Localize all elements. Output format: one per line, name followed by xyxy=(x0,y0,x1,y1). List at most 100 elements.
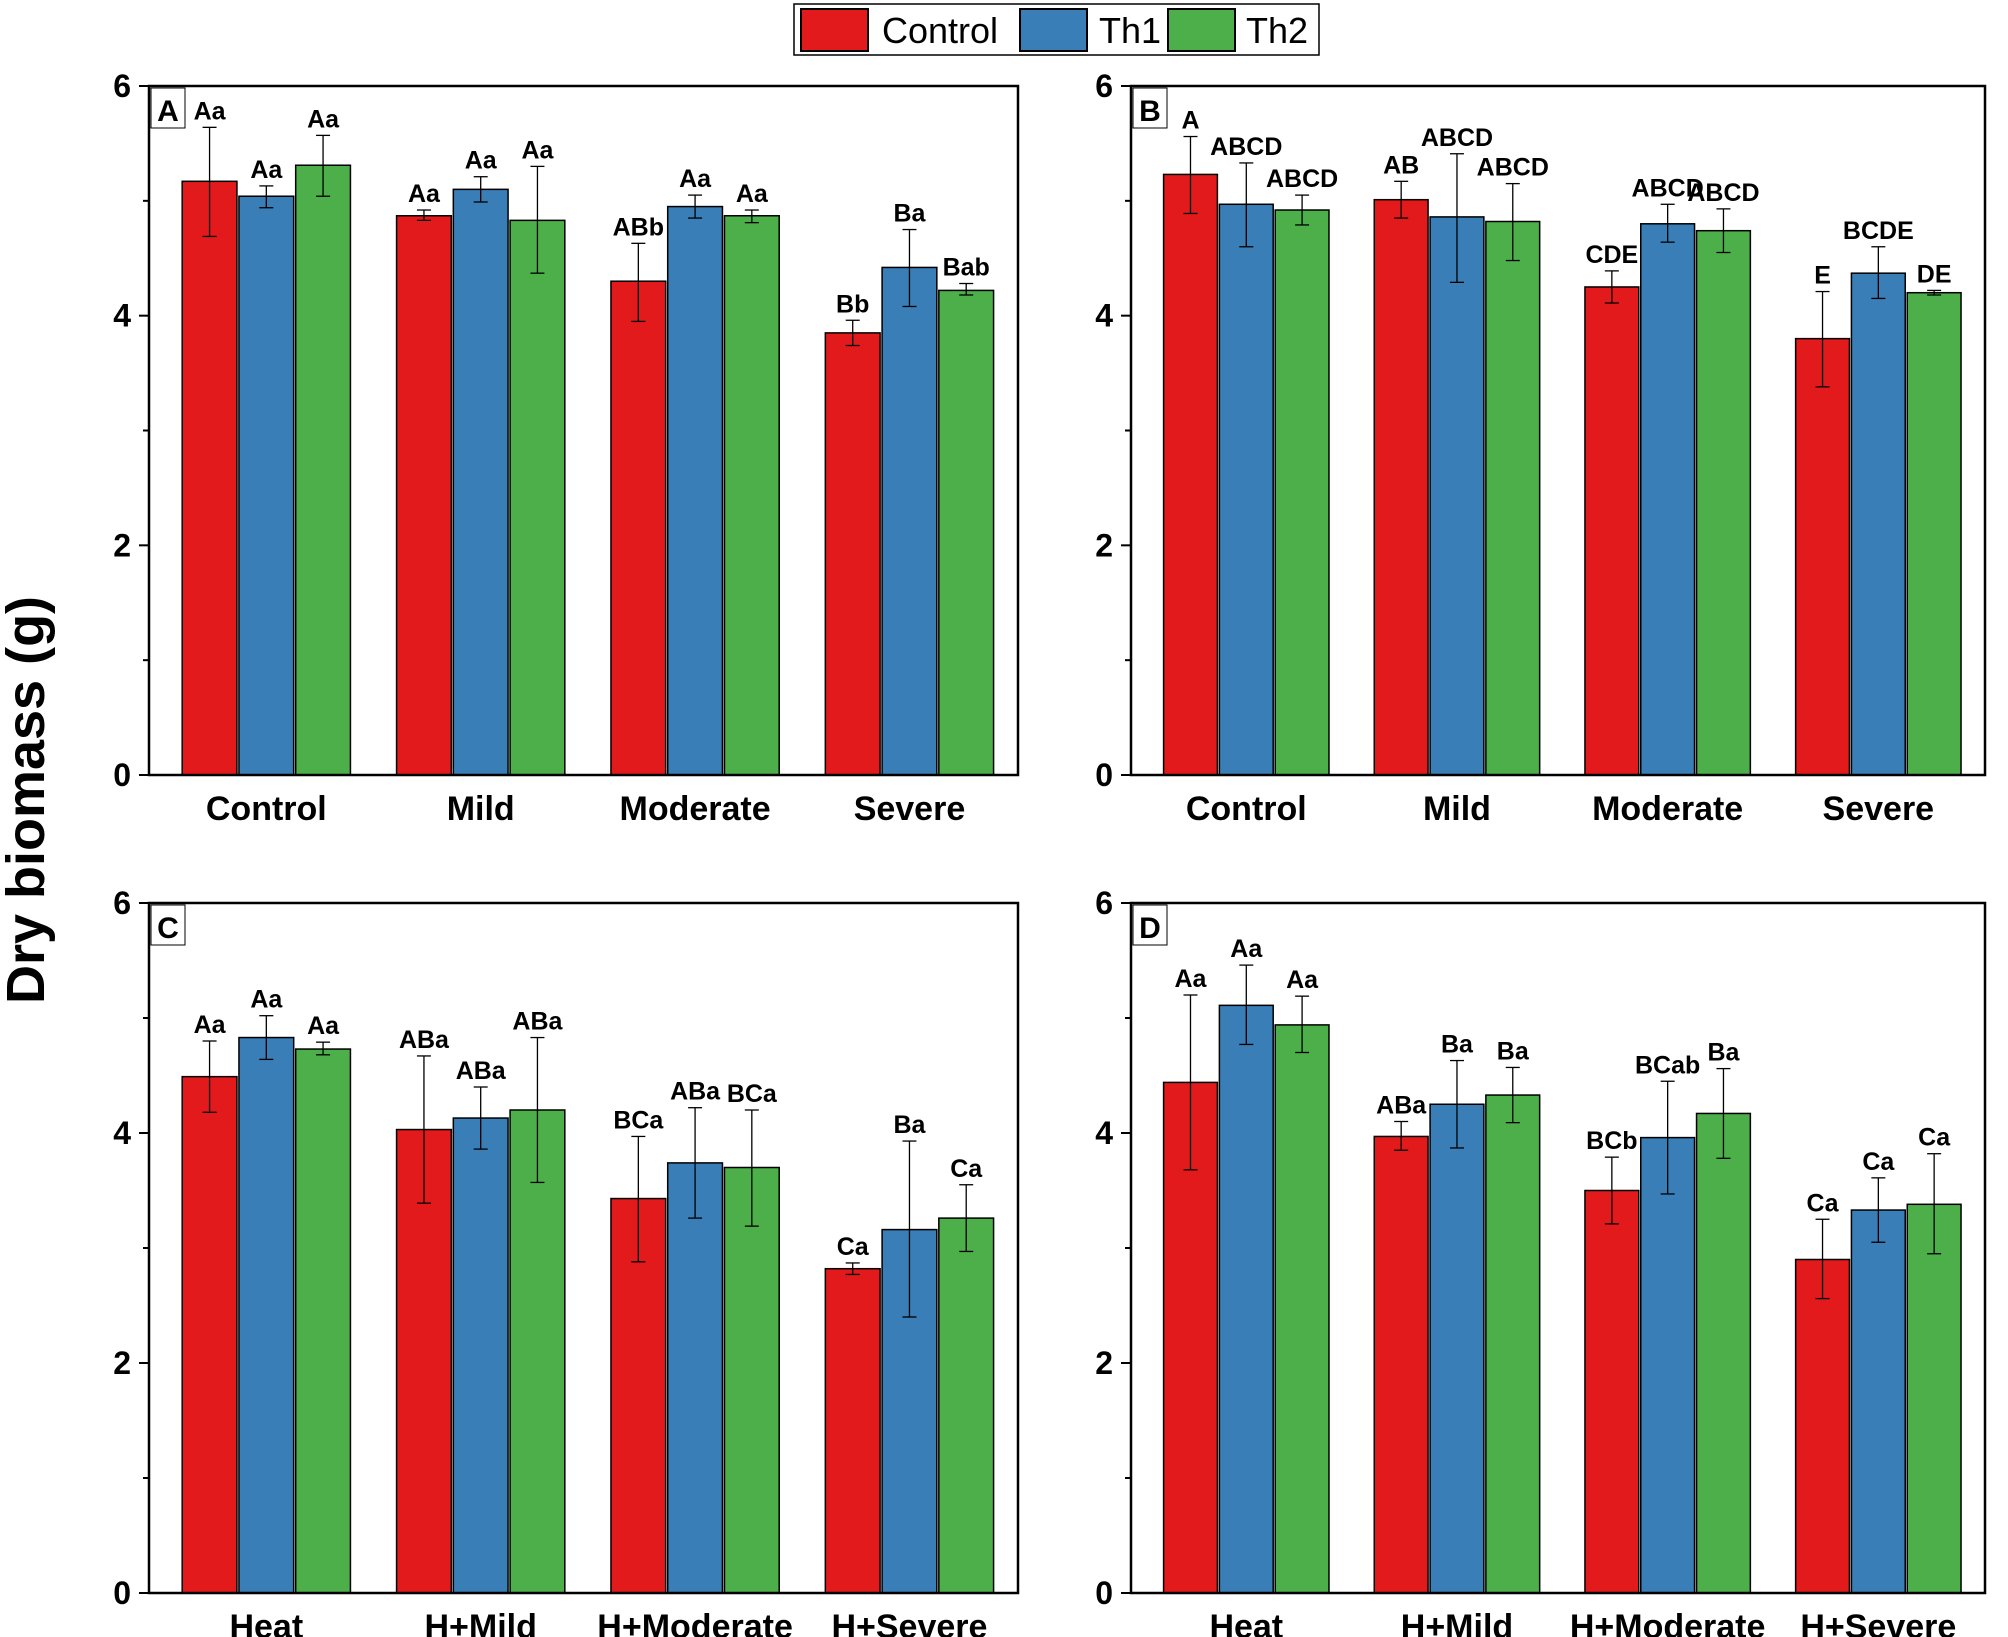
bar-th1 xyxy=(666,1162,724,1594)
y-tick-label: 2 xyxy=(1095,1345,1113,1381)
significance-label: Aa xyxy=(736,180,769,208)
error-bar xyxy=(1660,203,1675,243)
bar-control xyxy=(1373,1135,1429,1594)
error-bar xyxy=(902,228,917,308)
significance-label: ABa xyxy=(670,1078,721,1106)
bar-th2 xyxy=(1274,1024,1330,1594)
error-bar xyxy=(631,1135,646,1263)
significance-label: ABa xyxy=(1376,1092,1427,1120)
significance-label: Ca xyxy=(950,1155,983,1183)
bar-th2 xyxy=(723,215,780,776)
y-tick-label: 0 xyxy=(113,757,131,793)
legend-swatch-th2 xyxy=(1167,8,1236,52)
error-bar xyxy=(959,282,974,296)
error-bar xyxy=(1660,1080,1675,1195)
error-bar xyxy=(1927,1153,1942,1255)
significance-label: Aa xyxy=(1286,966,1319,994)
error-bar xyxy=(688,1107,703,1219)
significance-label: Bab xyxy=(943,254,990,282)
error-bar xyxy=(1604,270,1619,304)
significance-label: E xyxy=(1814,262,1831,290)
error-bar xyxy=(1815,290,1830,388)
x-tick-label: H+Severe xyxy=(1800,1608,1956,1637)
x-tick-label: H+Moderate xyxy=(597,1608,793,1637)
significance-label: ABCD xyxy=(1632,174,1704,202)
x-tick-label: H+Moderate xyxy=(1570,1608,1766,1637)
y-tick-label: 2 xyxy=(113,1345,131,1381)
error-bar xyxy=(1394,1120,1409,1151)
significance-label: Aa xyxy=(194,97,227,125)
error-bar xyxy=(902,1140,917,1318)
x-tick-label: H+Severe xyxy=(831,1608,987,1637)
bar-th1 xyxy=(452,1117,509,1594)
bar-th1 xyxy=(1429,1103,1485,1594)
x-tick-label: Mild xyxy=(1423,790,1491,828)
significance-label: Aa xyxy=(465,147,498,175)
error-bar xyxy=(316,1041,331,1056)
bar-th2 xyxy=(509,219,566,776)
significance-label: Ba xyxy=(893,200,926,228)
y-tick-label: 2 xyxy=(113,527,131,563)
significance-label: ABCD xyxy=(1421,124,1493,152)
legend-label-th2: Th2 xyxy=(1246,10,1308,51)
significance-label: BCa xyxy=(613,1106,664,1134)
bar-th2 xyxy=(1695,229,1752,776)
significance-label: Ba xyxy=(1441,1031,1474,1059)
bar-control xyxy=(181,180,238,776)
error-bar xyxy=(1871,246,1886,300)
y-tick-label: 0 xyxy=(1095,1575,1113,1611)
panel-letter: C xyxy=(157,912,179,945)
error-bar xyxy=(631,242,646,323)
x-tick-label: Heat xyxy=(229,1608,303,1637)
significance-label: BCb xyxy=(1586,1127,1637,1155)
error-bar xyxy=(959,1184,974,1253)
y-tick-label: 6 xyxy=(1095,885,1113,921)
bar-th1 xyxy=(1218,1004,1274,1594)
y-tick-label: 4 xyxy=(113,1115,131,1151)
error-bar xyxy=(202,126,217,238)
significance-label: Aa xyxy=(679,165,712,193)
error-bar xyxy=(259,185,274,209)
significance-label: ABCD xyxy=(1266,165,1338,193)
error-bar xyxy=(744,1109,759,1227)
bar-th2 xyxy=(1274,209,1330,776)
error-bar xyxy=(416,209,431,222)
bar-control xyxy=(181,1075,238,1594)
significance-label: AB xyxy=(1383,151,1419,179)
bar-th1 xyxy=(238,195,295,776)
panel-letter-box xyxy=(150,904,186,946)
legend-label-control: Control xyxy=(882,10,998,51)
error-bar xyxy=(1239,162,1254,248)
significance-label: Aa xyxy=(408,180,441,208)
bar-control xyxy=(1584,286,1640,776)
bar-th1 xyxy=(1850,1209,1906,1594)
y-tick-label: 0 xyxy=(1095,757,1113,793)
significance-label: Aa xyxy=(307,1012,340,1040)
bar-control xyxy=(610,1197,667,1594)
bar-control xyxy=(1373,198,1429,776)
x-tick-label: Control xyxy=(206,790,327,828)
x-tick-label: Mild xyxy=(447,790,515,828)
panel-a: Aa Aa Aa Control Aa Aa Aa Mild ABb Aa Aa Moderate Bb… xyxy=(113,68,1020,828)
significance-label: Aa xyxy=(1175,965,1208,993)
error-bar xyxy=(1505,1066,1520,1124)
significance-label: ABCD xyxy=(1477,154,1549,182)
error-bar xyxy=(744,209,759,224)
bar-th1 xyxy=(881,266,938,776)
error-bar xyxy=(1871,1177,1886,1243)
bar-th2 xyxy=(1485,220,1541,776)
panel-letter-box xyxy=(150,87,186,129)
error-bar xyxy=(316,134,331,197)
significance-label: Bb xyxy=(836,290,869,318)
x-tick-label: Severe xyxy=(854,790,966,828)
error-bar xyxy=(259,1015,274,1061)
bar-th1 xyxy=(1218,203,1274,776)
significance-label: DE xyxy=(1917,260,1952,288)
significance-label: ABa xyxy=(512,1008,563,1036)
error-bar xyxy=(845,1262,860,1276)
bar-control xyxy=(610,280,667,776)
panel-letter-box xyxy=(1132,904,1168,946)
bar-th2 xyxy=(294,1048,352,1594)
